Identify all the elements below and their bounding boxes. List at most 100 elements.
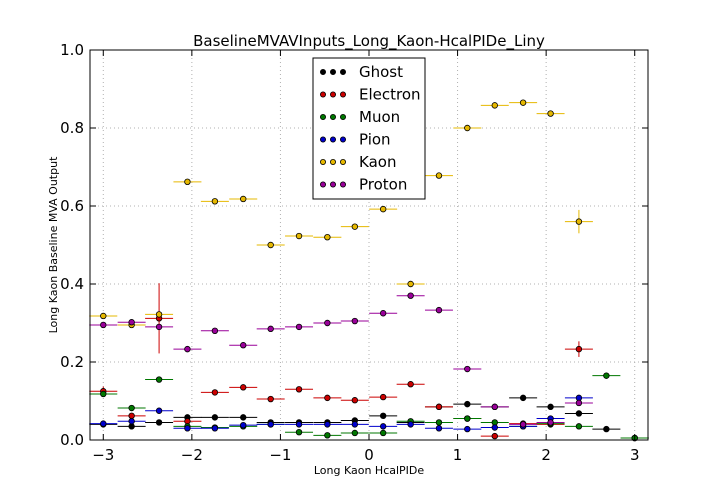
chart-title: BaselineMVAVInputs_Long_Kaon-HcalPIDe_Li… xyxy=(193,32,545,51)
axis-ticks: −3 −2 −1 0 1 2 3 0.0 0.2 0.4 0.6 0.8 1.0 xyxy=(60,41,648,464)
data-point xyxy=(603,372,610,379)
data-point xyxy=(407,292,414,299)
data-point xyxy=(128,404,135,412)
data-point xyxy=(407,421,414,428)
data-point xyxy=(295,429,303,436)
legend-marker xyxy=(329,69,336,76)
x-tick-label: −3 xyxy=(92,446,114,464)
data-point xyxy=(491,403,498,411)
data-point xyxy=(575,399,583,407)
data-point xyxy=(547,403,554,411)
x-tick-label: 1 xyxy=(453,446,463,464)
data-point xyxy=(575,423,583,430)
data-point xyxy=(575,218,583,225)
data-point xyxy=(240,414,247,421)
data-point xyxy=(351,317,359,325)
legend-entry: Pion xyxy=(319,131,391,149)
data-point xyxy=(491,424,498,431)
data-point xyxy=(240,342,247,349)
y-tick-label: 0.6 xyxy=(60,197,84,215)
data-point xyxy=(155,407,163,414)
legend-marker xyxy=(319,69,326,76)
data-series xyxy=(89,99,649,442)
legend-box xyxy=(312,57,426,200)
series-proton xyxy=(89,292,593,428)
data-point xyxy=(155,376,163,383)
x-tick-label: −1 xyxy=(269,446,291,464)
y-tick-label: 0.4 xyxy=(60,275,84,293)
data-point xyxy=(575,345,583,353)
data-point xyxy=(295,232,303,240)
data-point xyxy=(351,429,359,437)
y-tick-label: 0.0 xyxy=(60,431,84,449)
data-point xyxy=(211,198,219,205)
data-point xyxy=(435,419,443,426)
legend-label: Proton xyxy=(359,176,407,194)
data-point xyxy=(519,421,527,428)
data-point xyxy=(435,403,443,411)
legend-label: Muon xyxy=(359,108,400,126)
data-point xyxy=(128,412,135,420)
data-point xyxy=(464,124,471,132)
data-point xyxy=(324,233,331,241)
data-point xyxy=(379,393,387,401)
legend-entry: Proton xyxy=(319,176,407,194)
data-point xyxy=(547,110,554,117)
legend-entry: Ghost xyxy=(319,63,403,81)
legend-entry: Kaon xyxy=(319,153,396,171)
data-point xyxy=(519,394,527,402)
y-tick-label: 0.8 xyxy=(60,119,84,137)
data-point xyxy=(464,365,471,373)
legend-label: Pion xyxy=(359,131,391,149)
x-axis-label: Long Kaon HcalPIDe xyxy=(314,464,425,477)
data-point xyxy=(379,412,387,420)
data-point xyxy=(464,400,471,408)
data-point xyxy=(519,99,527,106)
data-point xyxy=(100,420,107,427)
legend-marker xyxy=(329,136,336,143)
legend-marker xyxy=(339,91,346,98)
legend-marker xyxy=(339,136,346,143)
series-pion xyxy=(89,394,593,433)
data-point xyxy=(128,418,135,425)
data-point xyxy=(155,323,163,331)
legend: Ghost Electron Muon Pion Kaon Proton xyxy=(312,57,426,200)
data-point xyxy=(267,421,274,428)
legend-marker xyxy=(319,158,326,165)
data-point xyxy=(464,415,471,422)
data-point xyxy=(184,178,191,186)
data-point xyxy=(379,205,387,213)
data-point xyxy=(211,414,219,421)
data-point xyxy=(128,319,135,326)
data-point xyxy=(351,223,359,230)
legend-entry: Muon xyxy=(319,108,400,126)
data-point xyxy=(324,319,331,327)
data-point xyxy=(211,425,219,432)
data-point xyxy=(603,425,610,433)
data-point xyxy=(267,325,274,333)
legend-marker xyxy=(339,114,346,121)
x-tick-label: 0 xyxy=(364,446,374,464)
data-point xyxy=(491,432,498,440)
legend-marker xyxy=(339,181,346,188)
data-point xyxy=(295,421,303,428)
legend-label: Ghost xyxy=(359,63,403,81)
data-point xyxy=(407,381,414,388)
legend-marker xyxy=(319,114,326,121)
legend-marker xyxy=(339,69,346,76)
data-point xyxy=(379,310,387,317)
data-point xyxy=(240,421,247,429)
data-point xyxy=(240,195,247,203)
data-point xyxy=(240,384,247,391)
data-point xyxy=(435,425,443,432)
data-point xyxy=(211,389,219,396)
x-tick-label: −2 xyxy=(181,446,203,464)
data-point xyxy=(155,311,163,318)
data-point xyxy=(184,425,191,432)
data-point xyxy=(100,390,107,398)
data-point xyxy=(155,419,163,426)
data-point xyxy=(100,321,107,329)
data-point xyxy=(351,397,359,404)
data-point xyxy=(211,327,219,334)
